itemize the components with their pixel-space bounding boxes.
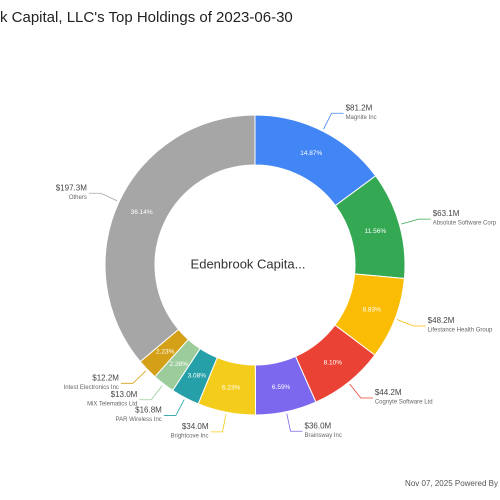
- percent-label: 6.59%: [272, 384, 291, 391]
- category-label: Others: [69, 195, 87, 201]
- chart-title: k Capital, LLC's Top Holdings of 2023-06…: [0, 9, 293, 26]
- leader-line: [163, 399, 185, 416]
- category-label: Intest Electronics Inc: [64, 385, 119, 391]
- value-label: $12.2M: [92, 373, 119, 382]
- percent-label: 36.14%: [131, 209, 153, 216]
- percent-label: 14.87%: [300, 150, 322, 157]
- category-label: Absolute Software Corp: [433, 221, 497, 227]
- category-label: Magnite Inc: [346, 115, 377, 121]
- leader-line: [286, 413, 303, 432]
- percent-label: 2.23%: [156, 349, 175, 356]
- leader-line: [120, 370, 147, 384]
- percent-label: 8.83%: [362, 307, 381, 314]
- percent-label: 3.08%: [188, 372, 207, 379]
- center-label: Edenbrook Capita...: [191, 256, 306, 271]
- percent-label: 11.56%: [365, 228, 387, 235]
- category-label: PAR Wireless Inc: [116, 417, 162, 423]
- category-label: MiX Telematics Ltd: [87, 401, 137, 407]
- leader-line: [210, 414, 227, 433]
- category-label: Brainsway Inc: [305, 433, 342, 439]
- value-label: $81.2M: [346, 103, 373, 112]
- value-label: $36.0M: [305, 421, 332, 430]
- category-label: Brightcove Inc: [170, 433, 208, 439]
- value-label: $44.2M: [375, 388, 402, 397]
- leader-line: [323, 112, 344, 130]
- donut-segment: [104, 114, 256, 363]
- category-label: Cognyte Software Ltd: [375, 400, 433, 406]
- value-label: $197.3M: [56, 183, 87, 192]
- footer: Nov 07, 2025 Powered By: [405, 479, 498, 488]
- percent-label: 2.38%: [170, 361, 189, 368]
- value-label: $13.0M: [111, 390, 138, 399]
- leader-line: [349, 383, 373, 399]
- value-label: $63.1M: [433, 209, 460, 218]
- percent-label: 8.10%: [324, 360, 343, 367]
- value-label: $16.8M: [135, 406, 162, 415]
- value-label: $34.0M: [182, 422, 209, 431]
- category-label: Lifestance Health Group: [428, 328, 493, 334]
- leader-line: [139, 385, 163, 401]
- value-label: $48.2M: [428, 316, 455, 325]
- percent-label: 6.23%: [222, 384, 241, 391]
- leader-line: [88, 192, 118, 202]
- leader-line: [396, 319, 426, 327]
- leader-line: [401, 218, 431, 225]
